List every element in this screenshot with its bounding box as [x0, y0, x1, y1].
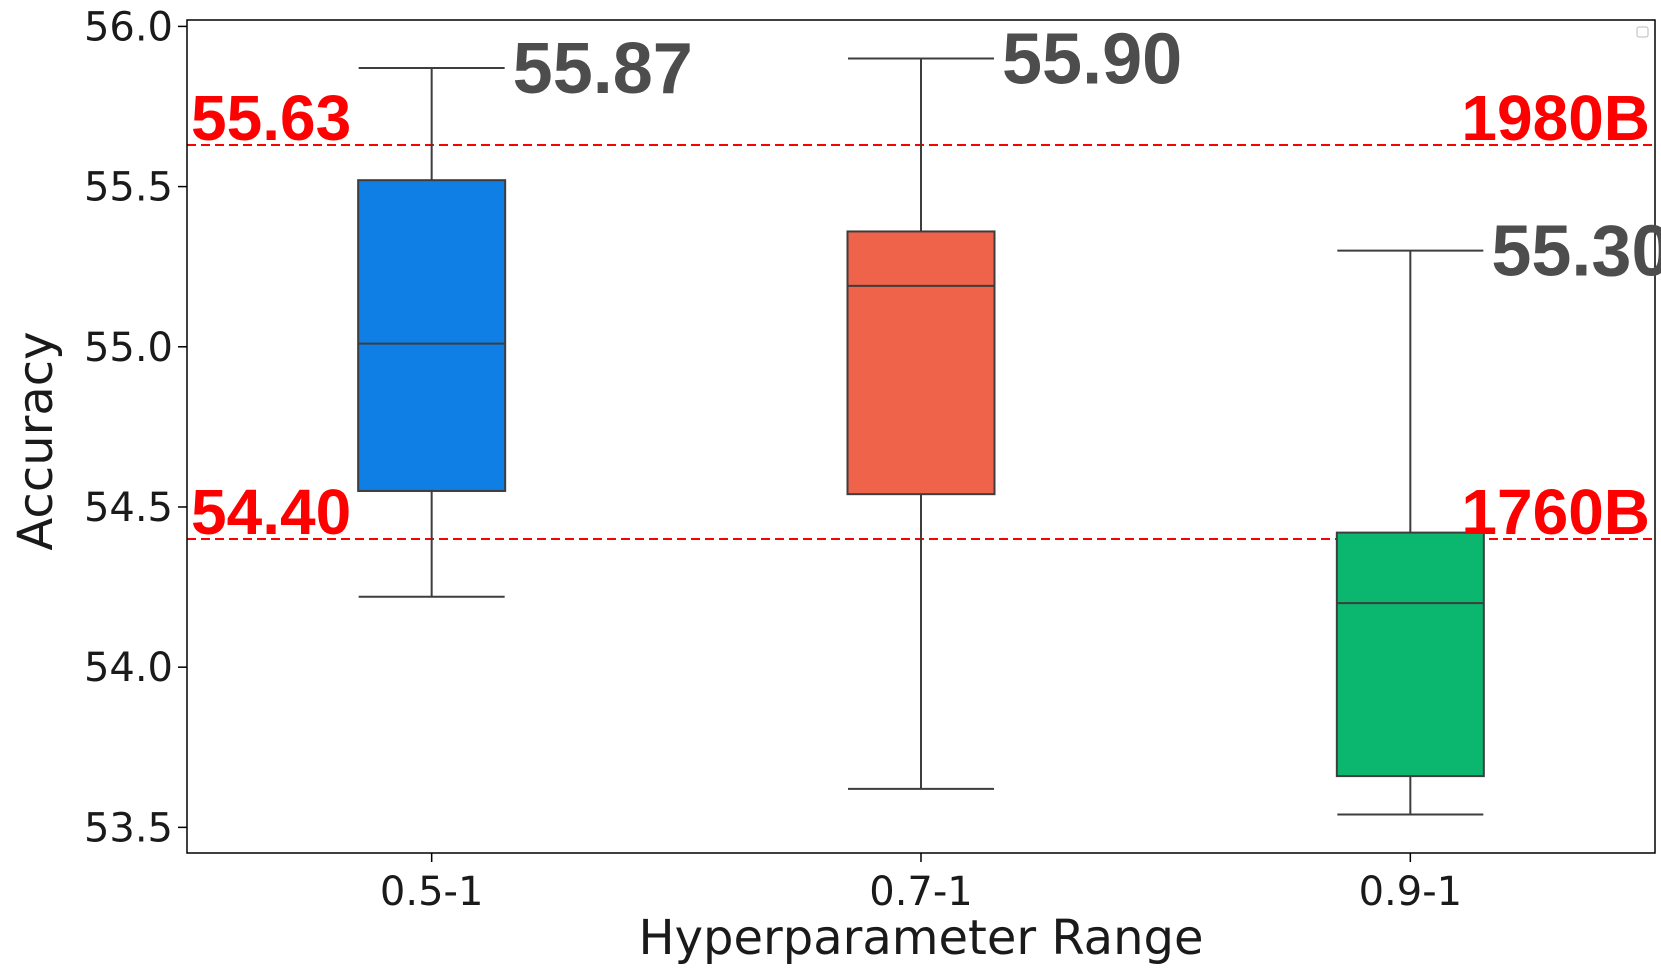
y-tick-label: 53.5 [84, 805, 173, 851]
box-group [357, 67, 507, 598]
x-tick-label: 0.9-1 [1359, 869, 1463, 915]
x-tick-label: 0.7-1 [869, 869, 973, 915]
reference-value-label: 55.63 [191, 82, 351, 154]
max-value-label: 55.90 [1002, 19, 1182, 99]
y-axis: 53.5 54.0 54.5 55.0 55.5 56.0 [84, 4, 187, 851]
max-value-label: 55.87 [513, 29, 693, 109]
y-tick-label: 55.0 [84, 325, 173, 371]
reference-name-label: 1980B [1461, 82, 1650, 154]
box-series [357, 57, 1485, 816]
y-tick-label: 54.5 [84, 485, 173, 531]
x-tick-label: 0.5-1 [380, 869, 484, 915]
y-axis-label: Accuracy [8, 331, 64, 550]
y-tick-label: 56.0 [84, 4, 173, 50]
iqr-box [357, 179, 507, 492]
x-axis: 0.5-1 0.7-1 0.9-1 [380, 853, 1462, 915]
iqr-box [846, 230, 996, 496]
box-group [846, 57, 996, 790]
y-tick-label: 54.0 [84, 645, 173, 691]
annotations: 55.63 1980B 54.40 1760B 55.87 55.90 55.30 [191, 19, 1661, 548]
max-value-label: 55.30 [1491, 212, 1661, 292]
reference-name-label: 1760B [1461, 476, 1650, 548]
y-tick-label: 55.5 [84, 165, 173, 211]
box-group [1335, 249, 1485, 816]
reference-value-label: 54.40 [191, 476, 351, 548]
x-axis-label: Hyperparameter Range [638, 910, 1203, 966]
iqr-box [1335, 531, 1485, 778]
legend-box [1636, 26, 1649, 38]
